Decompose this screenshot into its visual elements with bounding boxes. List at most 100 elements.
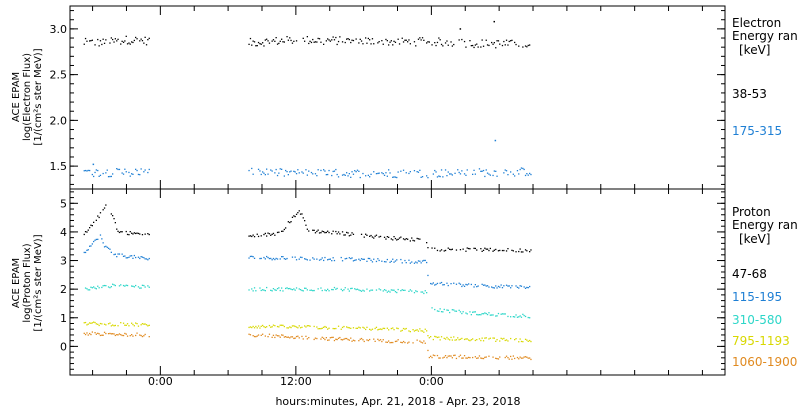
- data-point: [451, 174, 453, 176]
- data-point: [316, 258, 318, 260]
- y-tick-label: 1.5: [50, 160, 68, 173]
- data-point: [493, 170, 495, 172]
- data-point: [327, 259, 329, 261]
- data-point: [358, 326, 360, 328]
- data-point: [293, 215, 295, 217]
- data-point: [340, 338, 342, 341]
- data-point: [378, 288, 380, 290]
- data-point: [324, 256, 326, 259]
- data-point: [263, 326, 265, 328]
- data-point: [256, 45, 258, 47]
- data-point: [354, 170, 356, 172]
- proton-y-label: ACE EPAM log(Proton Flux) [1/(cm²s ster …: [11, 234, 44, 331]
- data-point: [107, 247, 110, 249]
- data-point: [398, 43, 401, 45]
- data-point: [360, 40, 363, 42]
- data-point: [438, 37, 440, 39]
- data-point: [346, 38, 348, 40]
- data-point: [362, 172, 364, 175]
- data-point: [408, 172, 410, 175]
- data-point: [426, 242, 428, 244]
- data-point: [358, 289, 360, 291]
- data-point: [510, 40, 512, 42]
- data-point: [126, 257, 129, 259]
- data-point: [105, 39, 107, 41]
- data-point: [370, 43, 372, 45]
- data-point: [420, 262, 422, 264]
- data-point: [348, 327, 350, 329]
- data-point: [394, 237, 397, 240]
- data-point: [499, 286, 501, 288]
- data-point: [107, 323, 110, 325]
- data-point: [335, 168, 337, 171]
- data-point: [316, 230, 318, 233]
- data-point: [287, 39, 289, 41]
- data-point: [317, 169, 319, 171]
- data-point: [253, 257, 256, 259]
- data-point: [301, 171, 303, 173]
- data-point: [312, 38, 314, 41]
- data-point: [458, 171, 460, 174]
- data-point: [393, 289, 395, 291]
- data-point: [450, 249, 452, 251]
- data-point: [95, 219, 97, 221]
- data-point: [298, 288, 300, 290]
- data-point: [279, 324, 281, 326]
- data-point: [147, 39, 149, 41]
- data-point: [527, 340, 529, 342]
- data-point: [110, 175, 112, 178]
- data-point: [148, 168, 150, 171]
- data-point: [341, 174, 344, 176]
- data-point: [341, 339, 344, 341]
- data-point: [324, 289, 326, 291]
- data-point: [346, 326, 348, 328]
- data-point: [248, 169, 250, 172]
- data-point: [114, 222, 116, 224]
- data-point: [385, 261, 387, 263]
- data-point: [253, 335, 256, 338]
- data-point: [476, 249, 478, 251]
- data-point: [312, 290, 314, 292]
- data-point: [86, 40, 88, 42]
- data-point: [336, 287, 338, 290]
- y-tick-label: 5: [60, 197, 67, 210]
- data-point: [480, 314, 482, 316]
- data-point: [408, 39, 410, 41]
- data-point: [264, 174, 266, 176]
- data-point: [299, 327, 302, 329]
- data-point: [271, 170, 273, 172]
- data-point: [343, 289, 345, 291]
- data-point: [390, 260, 392, 262]
- data-point: [484, 337, 486, 339]
- data-point: [404, 328, 406, 330]
- data-point: [139, 40, 141, 42]
- data-point: [122, 41, 125, 43]
- data-point: [304, 40, 306, 42]
- data-point: [329, 337, 331, 339]
- data-point: [140, 168, 142, 170]
- data-point: [144, 333, 146, 336]
- data-point: [137, 325, 140, 327]
- data-point: [271, 326, 273, 328]
- data-point: [407, 238, 409, 240]
- data-point: [529, 357, 531, 359]
- data-point: [400, 341, 402, 343]
- data-point: [355, 38, 357, 40]
- data-point: [274, 289, 276, 291]
- data-point: [281, 324, 283, 326]
- data-point: [354, 288, 356, 290]
- data-point: [518, 316, 520, 318]
- data-point: [352, 173, 355, 175]
- data-point: [411, 290, 413, 292]
- data-point: [472, 44, 474, 47]
- data-point: [347, 232, 349, 234]
- data-point: [444, 338, 447, 340]
- data-point: [278, 335, 280, 337]
- data-point: [389, 172, 391, 174]
- data-point: [290, 288, 292, 290]
- data-point: [440, 43, 443, 46]
- data-point: [106, 246, 108, 248]
- data-point: [98, 216, 100, 219]
- data-point: [286, 257, 288, 260]
- data-point: [397, 339, 399, 341]
